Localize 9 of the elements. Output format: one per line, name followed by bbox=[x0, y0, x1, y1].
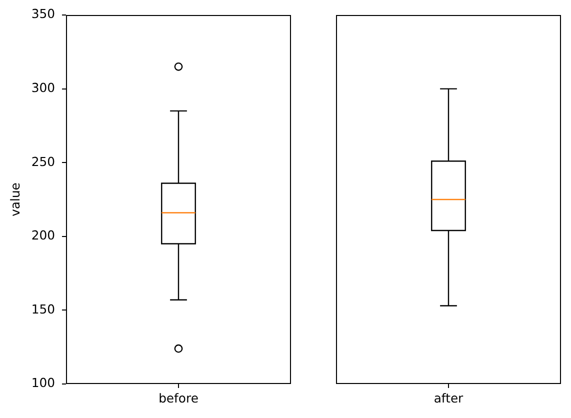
x-tick-label: after bbox=[434, 390, 464, 406]
y-tick-label: 100 bbox=[31, 375, 56, 390]
y-tick-label: 300 bbox=[31, 80, 56, 96]
y-tick-label: 150 bbox=[31, 301, 56, 316]
y-tick-label: 200 bbox=[31, 228, 56, 243]
y-tick-label: 250 bbox=[31, 154, 56, 169]
y-axis-title: value bbox=[8, 182, 23, 216]
x-tick-label: before bbox=[158, 390, 198, 406]
y-tick-label: 350 bbox=[31, 6, 56, 22]
